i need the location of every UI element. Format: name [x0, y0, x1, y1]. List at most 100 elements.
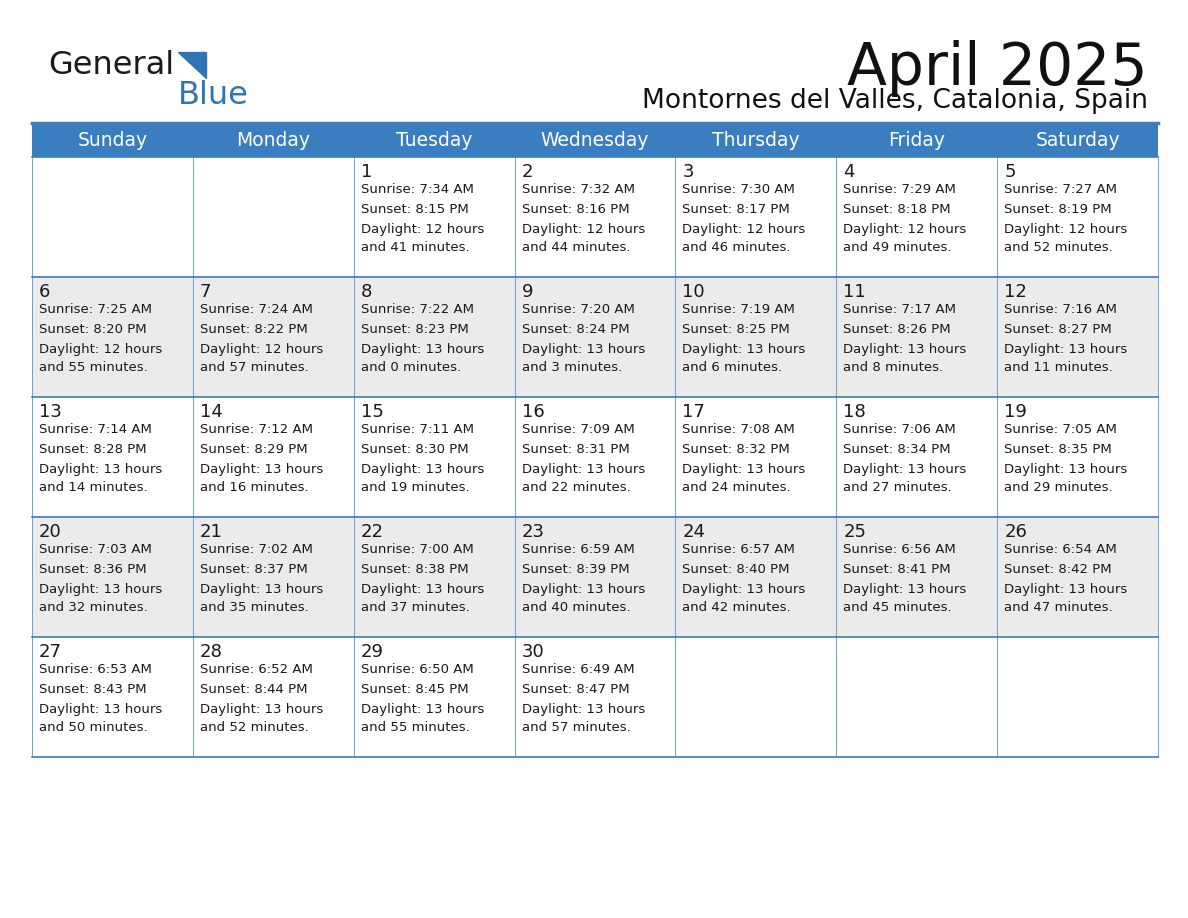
Text: Daylight: 13 hours: Daylight: 13 hours: [39, 583, 163, 596]
Text: Daylight: 12 hours: Daylight: 12 hours: [200, 343, 323, 356]
Text: Sunset: 8:42 PM: Sunset: 8:42 PM: [1004, 563, 1112, 576]
Text: and 55 minutes.: and 55 minutes.: [39, 361, 147, 374]
Text: 15: 15: [361, 403, 384, 421]
Text: 28: 28: [200, 643, 222, 661]
Text: and 37 minutes.: and 37 minutes.: [361, 601, 469, 614]
Text: Sunset: 8:25 PM: Sunset: 8:25 PM: [682, 323, 790, 336]
Text: Daylight: 12 hours: Daylight: 12 hours: [1004, 223, 1127, 236]
Text: Sunrise: 7:00 AM: Sunrise: 7:00 AM: [361, 543, 474, 556]
Text: Sunrise: 7:25 AM: Sunrise: 7:25 AM: [39, 303, 152, 316]
Text: Daylight: 12 hours: Daylight: 12 hours: [361, 223, 484, 236]
Text: Wednesday: Wednesday: [541, 130, 650, 150]
Text: Sunset: 8:17 PM: Sunset: 8:17 PM: [682, 203, 790, 216]
Text: Sunrise: 6:56 AM: Sunrise: 6:56 AM: [843, 543, 956, 556]
Text: General: General: [48, 50, 175, 81]
Text: 2: 2: [522, 163, 533, 181]
Text: 19: 19: [1004, 403, 1026, 421]
Text: and 22 minutes.: and 22 minutes.: [522, 481, 631, 494]
Text: Tuesday: Tuesday: [396, 130, 473, 150]
Text: Daylight: 13 hours: Daylight: 13 hours: [39, 463, 163, 476]
Text: Sunset: 8:24 PM: Sunset: 8:24 PM: [522, 323, 630, 336]
Text: 30: 30: [522, 643, 544, 661]
Text: Daylight: 13 hours: Daylight: 13 hours: [522, 343, 645, 356]
Text: Blue: Blue: [178, 80, 248, 111]
Text: Sunrise: 7:34 AM: Sunrise: 7:34 AM: [361, 183, 474, 196]
Text: Sunrise: 7:32 AM: Sunrise: 7:32 AM: [522, 183, 634, 196]
Text: and 35 minutes.: and 35 minutes.: [200, 601, 309, 614]
Text: 13: 13: [39, 403, 62, 421]
Text: 18: 18: [843, 403, 866, 421]
Text: 24: 24: [682, 523, 706, 541]
Text: Sunrise: 6:53 AM: Sunrise: 6:53 AM: [39, 663, 152, 676]
Text: 11: 11: [843, 283, 866, 301]
Text: Sunset: 8:31 PM: Sunset: 8:31 PM: [522, 443, 630, 456]
Text: Sunrise: 7:05 AM: Sunrise: 7:05 AM: [1004, 423, 1117, 436]
Text: Daylight: 13 hours: Daylight: 13 hours: [843, 583, 967, 596]
Text: April 2025: April 2025: [847, 40, 1148, 97]
Text: Sunrise: 7:24 AM: Sunrise: 7:24 AM: [200, 303, 312, 316]
Text: Sunday: Sunday: [77, 130, 147, 150]
Text: Sunset: 8:22 PM: Sunset: 8:22 PM: [200, 323, 308, 336]
Text: and 50 minutes.: and 50 minutes.: [39, 721, 147, 734]
Text: 27: 27: [39, 643, 62, 661]
Text: and 57 minutes.: and 57 minutes.: [200, 361, 309, 374]
Text: and 27 minutes.: and 27 minutes.: [843, 481, 952, 494]
Text: Daylight: 12 hours: Daylight: 12 hours: [682, 223, 805, 236]
Text: and 41 minutes.: and 41 minutes.: [361, 241, 469, 254]
Text: 23: 23: [522, 523, 544, 541]
Text: Sunrise: 7:16 AM: Sunrise: 7:16 AM: [1004, 303, 1117, 316]
Text: Sunset: 8:41 PM: Sunset: 8:41 PM: [843, 563, 950, 576]
Text: Daylight: 13 hours: Daylight: 13 hours: [361, 703, 484, 716]
Text: 7: 7: [200, 283, 211, 301]
Text: Sunrise: 7:08 AM: Sunrise: 7:08 AM: [682, 423, 795, 436]
Text: Daylight: 13 hours: Daylight: 13 hours: [522, 463, 645, 476]
Bar: [32, 517, 1158, 637]
Text: and 44 minutes.: and 44 minutes.: [522, 241, 630, 254]
Text: Sunrise: 7:30 AM: Sunrise: 7:30 AM: [682, 183, 795, 196]
Text: 29: 29: [361, 643, 384, 661]
Text: Daylight: 12 hours: Daylight: 12 hours: [843, 223, 967, 236]
Polygon shape: [178, 52, 206, 78]
Text: and 52 minutes.: and 52 minutes.: [1004, 241, 1113, 254]
Bar: [32, 277, 1158, 397]
Text: Daylight: 13 hours: Daylight: 13 hours: [682, 343, 805, 356]
Text: and 14 minutes.: and 14 minutes.: [39, 481, 147, 494]
Text: Sunset: 8:39 PM: Sunset: 8:39 PM: [522, 563, 630, 576]
Bar: [32, 397, 1158, 517]
Bar: [32, 157, 1158, 277]
Text: and 49 minutes.: and 49 minutes.: [843, 241, 952, 254]
Text: and 29 minutes.: and 29 minutes.: [1004, 481, 1113, 494]
Text: Sunrise: 7:09 AM: Sunrise: 7:09 AM: [522, 423, 634, 436]
Text: 26: 26: [1004, 523, 1026, 541]
Text: 16: 16: [522, 403, 544, 421]
Text: Sunset: 8:36 PM: Sunset: 8:36 PM: [39, 563, 146, 576]
Text: 9: 9: [522, 283, 533, 301]
Text: Sunrise: 7:12 AM: Sunrise: 7:12 AM: [200, 423, 312, 436]
Text: and 24 minutes.: and 24 minutes.: [682, 481, 791, 494]
Text: Daylight: 12 hours: Daylight: 12 hours: [522, 223, 645, 236]
Text: Sunset: 8:20 PM: Sunset: 8:20 PM: [39, 323, 146, 336]
Text: and 57 minutes.: and 57 minutes.: [522, 721, 631, 734]
Text: Sunset: 8:16 PM: Sunset: 8:16 PM: [522, 203, 630, 216]
Text: Sunrise: 7:14 AM: Sunrise: 7:14 AM: [39, 423, 152, 436]
Text: Daylight: 13 hours: Daylight: 13 hours: [682, 463, 805, 476]
Text: 25: 25: [843, 523, 866, 541]
Text: Daylight: 13 hours: Daylight: 13 hours: [200, 463, 323, 476]
Text: 8: 8: [361, 283, 372, 301]
Text: Sunrise: 7:27 AM: Sunrise: 7:27 AM: [1004, 183, 1117, 196]
Text: 20: 20: [39, 523, 62, 541]
Text: 3: 3: [682, 163, 694, 181]
Text: and 45 minutes.: and 45 minutes.: [843, 601, 952, 614]
Text: Sunset: 8:34 PM: Sunset: 8:34 PM: [843, 443, 950, 456]
Text: Sunset: 8:43 PM: Sunset: 8:43 PM: [39, 683, 146, 696]
Text: Daylight: 13 hours: Daylight: 13 hours: [1004, 343, 1127, 356]
Text: Daylight: 13 hours: Daylight: 13 hours: [522, 703, 645, 716]
Text: Daylight: 13 hours: Daylight: 13 hours: [1004, 463, 1127, 476]
Text: Sunrise: 7:20 AM: Sunrise: 7:20 AM: [522, 303, 634, 316]
Text: Sunset: 8:18 PM: Sunset: 8:18 PM: [843, 203, 950, 216]
Text: and 6 minutes.: and 6 minutes.: [682, 361, 783, 374]
Text: Daylight: 13 hours: Daylight: 13 hours: [522, 583, 645, 596]
Text: 14: 14: [200, 403, 222, 421]
Text: 1: 1: [361, 163, 372, 181]
Text: Sunrise: 6:50 AM: Sunrise: 6:50 AM: [361, 663, 474, 676]
